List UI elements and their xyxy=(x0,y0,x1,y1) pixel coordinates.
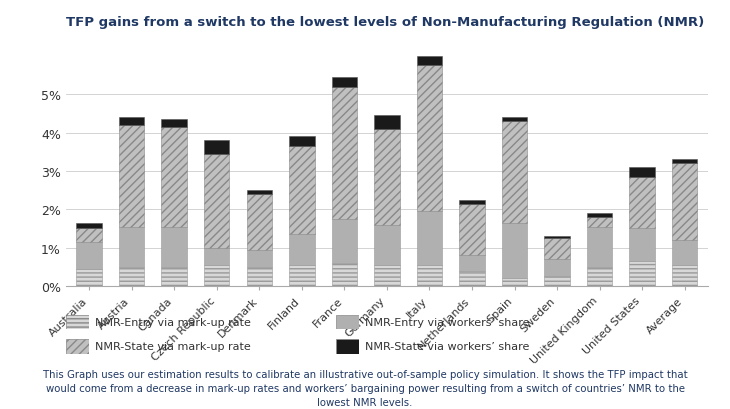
Bar xyxy=(204,265,229,286)
Bar xyxy=(672,240,697,265)
Text: NMR-Entry via workers’ share: NMR-Entry via workers’ share xyxy=(365,317,529,327)
Text: This Graph uses our estimation results to calibrate an illustrative out-of-sampl: This Graph uses our estimation results t… xyxy=(42,369,688,407)
Bar xyxy=(289,137,315,147)
Bar xyxy=(374,116,399,129)
Bar xyxy=(417,66,442,212)
Bar xyxy=(545,236,570,238)
FancyBboxPatch shape xyxy=(336,315,359,329)
Bar xyxy=(77,242,102,269)
FancyBboxPatch shape xyxy=(66,339,89,354)
Bar xyxy=(331,263,357,286)
Bar xyxy=(459,204,485,256)
Bar xyxy=(289,235,315,265)
Bar xyxy=(77,269,102,286)
Bar xyxy=(629,177,655,229)
Bar xyxy=(119,227,145,267)
FancyBboxPatch shape xyxy=(66,315,89,329)
Bar xyxy=(502,122,527,223)
Bar xyxy=(331,78,357,88)
Bar xyxy=(587,227,612,267)
Bar xyxy=(672,164,697,240)
Bar xyxy=(204,154,229,248)
FancyBboxPatch shape xyxy=(336,339,359,354)
Bar xyxy=(502,223,527,279)
Bar xyxy=(161,128,187,227)
Bar xyxy=(247,267,272,286)
Bar xyxy=(502,279,527,286)
Bar xyxy=(672,265,697,286)
Text: NMR-Entry via mark-up rate: NMR-Entry via mark-up rate xyxy=(95,317,251,327)
Text: TFP gains from a switch to the lowest levels of Non-Manufacturing Regulation (NM: TFP gains from a switch to the lowest le… xyxy=(66,16,704,29)
Bar xyxy=(545,238,570,260)
Bar xyxy=(587,267,612,286)
Bar xyxy=(161,120,187,128)
Bar xyxy=(459,256,485,271)
Bar xyxy=(247,191,272,194)
Text: NMR-State via mark-up rate: NMR-State via mark-up rate xyxy=(95,342,250,352)
Bar xyxy=(77,223,102,229)
Bar xyxy=(119,267,145,286)
Bar xyxy=(247,194,272,250)
Text: NMR-State via workers’ share: NMR-State via workers’ share xyxy=(365,342,529,352)
Bar xyxy=(629,229,655,261)
Bar xyxy=(289,147,315,235)
Bar xyxy=(417,57,442,66)
Bar xyxy=(459,200,485,204)
Bar xyxy=(374,265,399,286)
Bar xyxy=(331,219,357,263)
Bar xyxy=(161,267,187,286)
Bar xyxy=(587,213,612,218)
Bar xyxy=(587,218,612,227)
Bar xyxy=(204,141,229,154)
Bar xyxy=(545,260,570,277)
Bar xyxy=(289,265,315,286)
Bar xyxy=(119,118,145,126)
Bar xyxy=(459,271,485,286)
Bar xyxy=(374,225,399,265)
Bar xyxy=(374,129,399,225)
Bar xyxy=(545,277,570,286)
Bar xyxy=(672,160,697,164)
Bar xyxy=(629,168,655,177)
Bar xyxy=(247,250,272,267)
Bar xyxy=(161,227,187,267)
Bar xyxy=(629,261,655,286)
Bar xyxy=(119,126,145,227)
Bar xyxy=(331,88,357,219)
Bar xyxy=(417,212,442,265)
Bar xyxy=(417,265,442,286)
Bar xyxy=(204,248,229,265)
Bar xyxy=(77,229,102,242)
Bar xyxy=(502,118,527,122)
